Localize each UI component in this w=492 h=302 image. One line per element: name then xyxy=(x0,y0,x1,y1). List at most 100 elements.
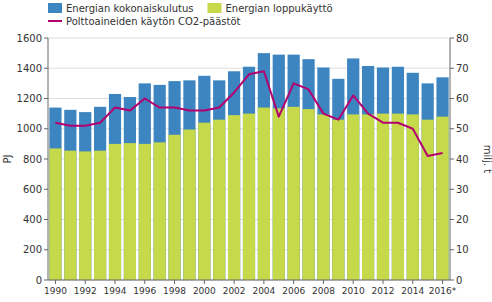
x-tick-label: 2006 xyxy=(282,286,305,296)
x-tick-label: 2002 xyxy=(223,286,246,296)
y2-tick-label: 60 xyxy=(456,93,469,104)
y2-tick xyxy=(450,68,454,69)
y2-tick-label: 70 xyxy=(456,63,469,74)
bar xyxy=(317,114,329,280)
bar xyxy=(392,114,404,280)
y2-tick-label: 80 xyxy=(456,33,469,44)
legend-swatch xyxy=(207,3,221,13)
y-tick xyxy=(44,68,48,69)
bar xyxy=(362,114,374,280)
bar xyxy=(392,67,404,280)
y2-tick-label: 0 xyxy=(456,275,462,286)
bar xyxy=(317,67,329,280)
y2-axis-label: milj. t xyxy=(482,145,492,173)
x-tick-label: 2008 xyxy=(312,286,335,296)
x-tick xyxy=(442,280,443,284)
x-tick xyxy=(353,280,354,284)
y-axis-label: PJ xyxy=(2,155,13,164)
x-tick-label: 1994 xyxy=(104,286,127,296)
x-tick-label: 2012 xyxy=(372,286,395,296)
bar xyxy=(377,114,389,280)
grid xyxy=(48,38,450,280)
x-tick-label: 1992 xyxy=(74,286,97,296)
y2-tick xyxy=(450,98,454,99)
x-tick xyxy=(323,280,324,284)
x-tick xyxy=(85,280,86,284)
bar xyxy=(422,120,434,280)
bar xyxy=(302,59,314,280)
y2-tick-label: 20 xyxy=(456,214,469,225)
y2-tick-label: 30 xyxy=(456,184,469,195)
x-tick-label: 1996 xyxy=(133,286,156,296)
y-tick xyxy=(44,219,48,220)
bar xyxy=(94,151,106,280)
y-tick-label: 800 xyxy=(23,154,42,165)
y-tick-label: 1600 xyxy=(17,33,42,44)
bar xyxy=(79,112,91,280)
legend-swatch xyxy=(48,3,62,13)
x-tick xyxy=(234,280,235,284)
bar xyxy=(139,83,151,280)
y-tick-label: 1200 xyxy=(17,93,42,104)
line xyxy=(55,71,442,156)
bar xyxy=(79,151,91,280)
y2-tick-label: 50 xyxy=(456,123,469,134)
bar xyxy=(362,66,374,280)
y2-tick-label: 40 xyxy=(456,154,469,165)
bar xyxy=(273,108,285,280)
x-tick xyxy=(383,280,384,284)
x-tick xyxy=(412,280,413,284)
y-tick xyxy=(44,189,48,190)
bar xyxy=(94,107,106,280)
bar xyxy=(407,114,419,280)
y-tick-label: 200 xyxy=(23,244,42,255)
x-tick-label: 2000 xyxy=(193,286,216,296)
bar xyxy=(49,108,61,280)
bar xyxy=(332,120,344,280)
y-tick-label: 0 xyxy=(36,275,42,286)
bar xyxy=(436,117,448,280)
bar xyxy=(243,67,255,280)
bar xyxy=(154,142,166,280)
x-tick-label: 2014 xyxy=(401,286,424,296)
bar xyxy=(154,85,166,280)
y-tick xyxy=(44,159,48,160)
marks xyxy=(49,53,448,280)
bar xyxy=(258,108,270,280)
bar xyxy=(49,148,61,280)
y2-tick xyxy=(450,128,454,129)
bar xyxy=(407,73,419,280)
y-tick xyxy=(44,280,48,281)
grid-line xyxy=(48,38,450,39)
x-tick xyxy=(293,280,294,284)
x-tick xyxy=(263,280,264,284)
bar xyxy=(228,71,240,280)
bar xyxy=(168,135,180,280)
y-tick xyxy=(44,38,48,39)
grid-line xyxy=(48,280,450,281)
x-tick-label: 1998 xyxy=(163,286,186,296)
bar xyxy=(288,55,300,280)
legend-label: Energian kokonaiskulutus xyxy=(66,3,193,14)
y-tick-label: 600 xyxy=(23,184,42,195)
bar xyxy=(109,144,121,280)
y2-tick-label: 10 xyxy=(456,244,469,255)
bar xyxy=(168,81,180,280)
y2-tick xyxy=(450,219,454,220)
bar xyxy=(198,76,210,280)
bar xyxy=(228,115,240,280)
x-tick-label: 2004 xyxy=(252,286,275,296)
legend-item: Energian kokonaiskulutus xyxy=(48,3,193,14)
y-tick xyxy=(44,128,48,129)
bar xyxy=(64,151,76,280)
y2-tick xyxy=(450,159,454,160)
y-tick xyxy=(44,249,48,250)
bar xyxy=(347,114,359,280)
x-tick xyxy=(204,280,205,284)
bar xyxy=(288,107,300,280)
bar xyxy=(243,114,255,280)
bar xyxy=(124,97,136,280)
x-tick xyxy=(115,280,116,284)
legend-label: Polttoaineiden käytön CO2-päästöt xyxy=(66,16,241,27)
bar xyxy=(213,120,225,280)
